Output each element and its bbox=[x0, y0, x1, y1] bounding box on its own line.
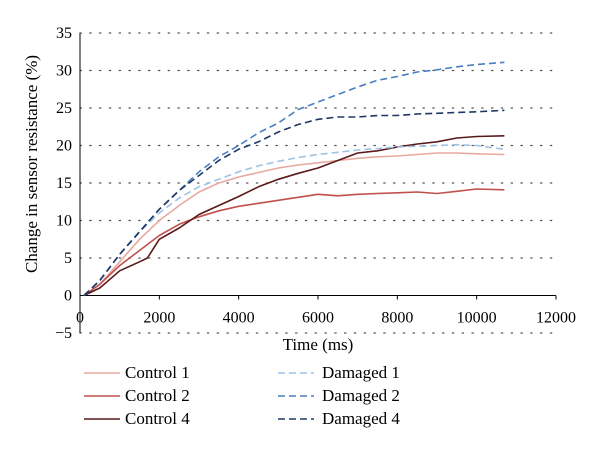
x-tick-label: 8000 bbox=[381, 310, 413, 327]
series-line-damaged-1 bbox=[83, 143, 505, 297]
legend-item-damaged-4: Damaged 4 bbox=[278, 409, 400, 428]
x-tick-label: 4000 bbox=[223, 310, 255, 327]
y-tick-label: 10 bbox=[56, 213, 72, 230]
x-tick-label: 10000 bbox=[457, 310, 497, 327]
legend-label: Control 2 bbox=[125, 386, 190, 405]
legend-label: Damaged 1 bbox=[322, 363, 400, 382]
legend-item-control-2: Control 2 bbox=[84, 386, 190, 405]
y-tick-labels: 35 30 25 20 15 10 5 0 −5 bbox=[55, 25, 72, 342]
legend-label: Damaged 2 bbox=[322, 386, 400, 405]
y-tick-label: 30 bbox=[56, 63, 72, 80]
legend-label: Control 4 bbox=[125, 409, 190, 428]
y-tick-label: 0 bbox=[64, 288, 72, 305]
series-line-damaged-4 bbox=[83, 109, 505, 297]
y-tick-label: −5 bbox=[55, 325, 72, 342]
x-axis-title: Time (ms) bbox=[283, 335, 354, 354]
y-tick-label: 20 bbox=[56, 138, 72, 155]
series-line-control-1 bbox=[83, 152, 505, 297]
x-tick-label: 12000 bbox=[536, 310, 576, 327]
legend-label: Damaged 4 bbox=[322, 409, 400, 428]
legend-item-damaged-1: Damaged 1 bbox=[278, 363, 400, 382]
legend-item-damaged-2: Damaged 2 bbox=[278, 386, 400, 405]
series-line-damaged-2 bbox=[83, 61, 505, 297]
legend-label: Control 1 bbox=[125, 363, 190, 382]
series-lines bbox=[83, 61, 505, 297]
x-tick-labels: 0 2000 4000 6000 8000 10000 12000 bbox=[76, 295, 576, 327]
x-tick-label: 2000 bbox=[143, 310, 175, 327]
legend-item-control-4: Control 4 bbox=[84, 409, 190, 428]
x-tick-label: 0 bbox=[76, 310, 84, 327]
legend-item-control-1: Control 1 bbox=[84, 363, 190, 382]
series-line-control-2 bbox=[83, 188, 505, 297]
axes bbox=[79, 33, 556, 333]
legend: Control 1 Control 2 Control 4 Damaged 1 Dama… bbox=[84, 363, 400, 428]
y-tick-label: 15 bbox=[56, 175, 72, 192]
x-tick-label: 6000 bbox=[302, 310, 334, 327]
y-axis-title: Change in sensor resistance (%) bbox=[22, 55, 41, 273]
y-tick-label: 25 bbox=[56, 100, 72, 117]
series-line-control-4 bbox=[83, 135, 505, 297]
y-tick-label: 35 bbox=[56, 25, 72, 42]
y-tick-label: 5 bbox=[64, 250, 72, 267]
gridlines bbox=[79, 32, 557, 334]
